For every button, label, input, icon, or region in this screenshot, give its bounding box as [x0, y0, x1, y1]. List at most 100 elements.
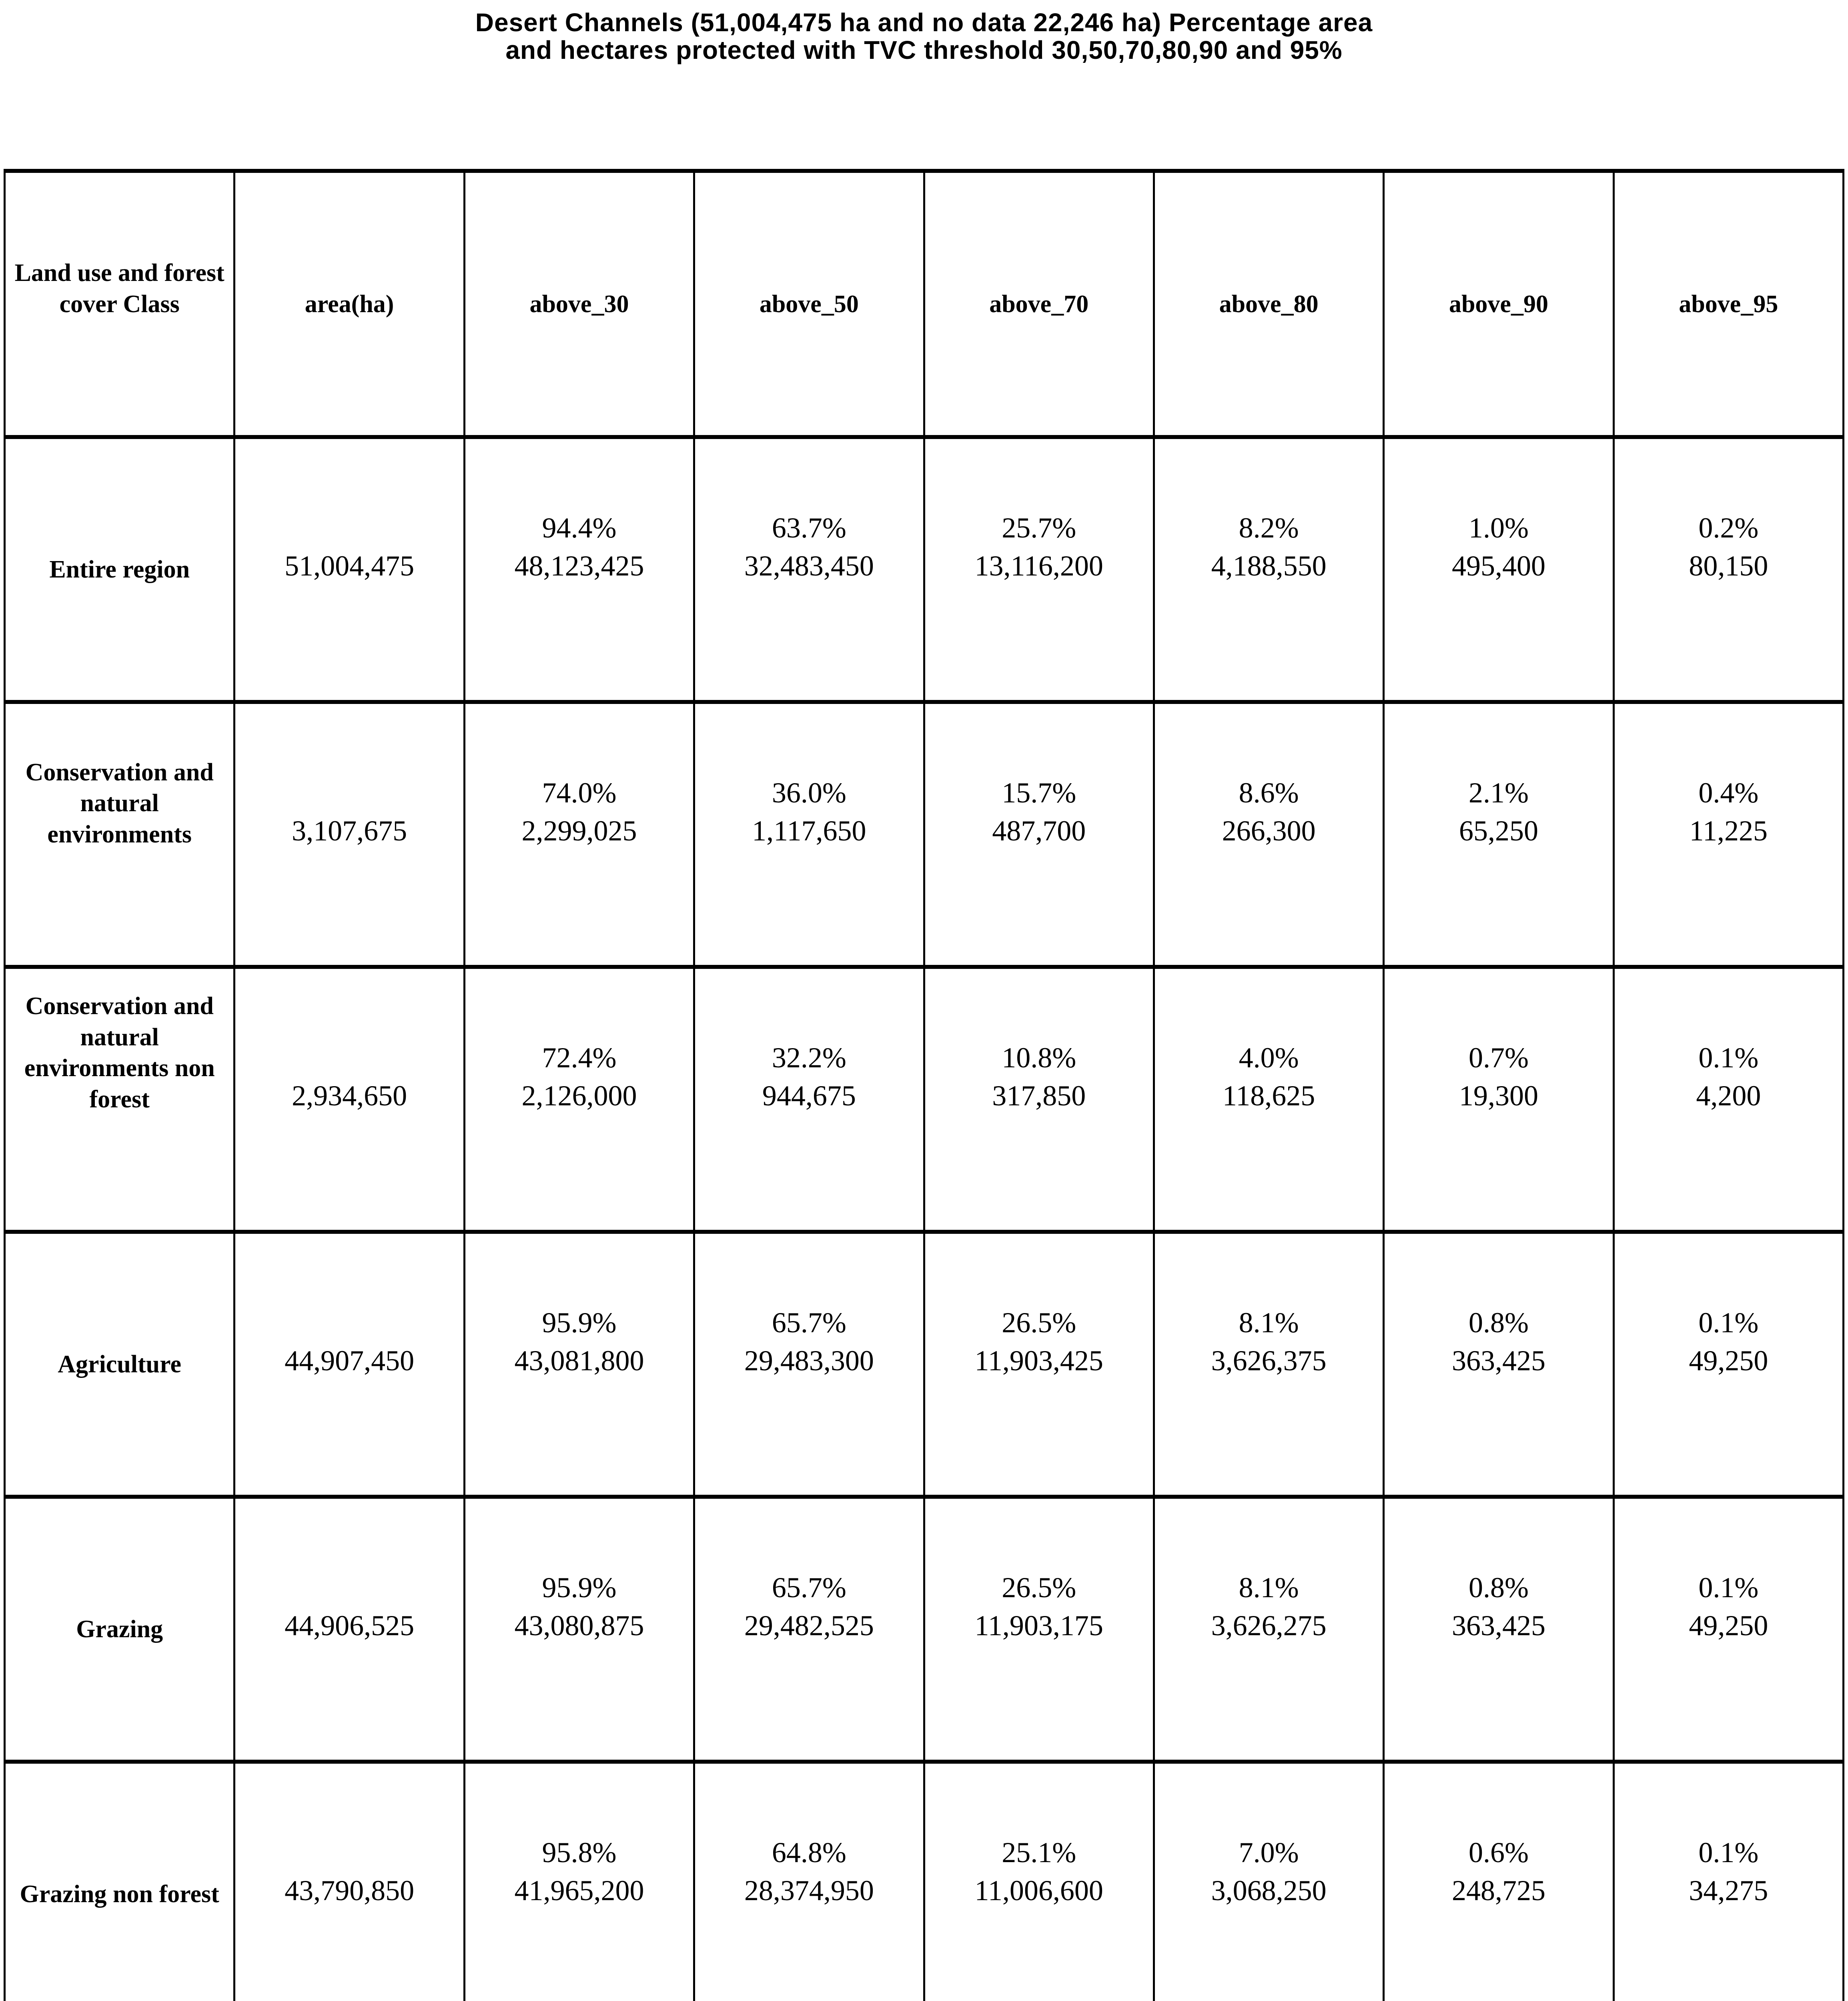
row-label: Grazing non forest: [20, 1880, 219, 1908]
area-value: 43,790,850: [285, 1875, 415, 1907]
table-row: Conservation and natural environments no…: [3, 965, 1845, 1234]
ha-value: 317,850: [992, 1080, 1086, 1112]
row-label: Conservation and natural environments: [25, 758, 214, 848]
ha-value: 29,482,525: [744, 1610, 874, 1642]
value-cell: 0.1% 49,250: [1612, 1230, 1845, 1499]
value-cell: 8.1% 3,626,275: [1152, 1495, 1385, 1764]
ha-value: 80,150: [1689, 550, 1768, 582]
pct-value: 0.1%: [1698, 1572, 1759, 1604]
pct-value: 8.1%: [1239, 1572, 1299, 1604]
area-cell: 44,907,450: [233, 1230, 465, 1499]
row-label-cell: Grazing non forest: [3, 1760, 236, 2001]
land-use-table: Land use and forest cover Class area(ha)…: [3, 169, 1845, 2001]
row-label-cell: Conservation and natural environments: [3, 700, 236, 969]
value-cell: 26.5% 11,903,425: [923, 1230, 1155, 1499]
ha-value: 2,299,025: [521, 815, 637, 847]
value-cell: 0.1% 49,250: [1612, 1495, 1845, 1764]
pct-value: 0.1%: [1698, 1307, 1759, 1339]
area-value: 2,934,650: [292, 1080, 407, 1112]
ha-value: 32,483,450: [744, 550, 874, 582]
ha-value: 944,675: [762, 1080, 856, 1112]
value-cell: 32.2% 944,675: [693, 965, 925, 1234]
pct-value: 0.8%: [1468, 1307, 1529, 1339]
ha-value: 49,250: [1689, 1345, 1768, 1377]
row-label: Agriculture: [58, 1350, 182, 1378]
row-label: Grazing: [76, 1615, 163, 1643]
area-cell: 44,906,525: [233, 1495, 465, 1764]
ha-value: 13,116,200: [974, 550, 1103, 582]
ha-value: 248,725: [1451, 1875, 1545, 1907]
value-cell: 94.4% 48,123,425: [463, 435, 696, 704]
ha-value: 11,903,175: [974, 1610, 1103, 1642]
value-cell: 2.1% 65,250: [1383, 700, 1615, 969]
table-row: Grazing non forest 43,790,850 95.8% 41,96…: [3, 1760, 1845, 2001]
ha-value: 266,300: [1222, 815, 1316, 847]
ha-value: 28,374,950: [744, 1875, 874, 1907]
value-cell: 8.1% 3,626,375: [1152, 1230, 1385, 1499]
value-cell: 95.9% 43,080,875: [463, 1495, 696, 1764]
ha-value: 495,400: [1451, 550, 1545, 582]
value-cell: 95.9% 43,081,800: [463, 1230, 696, 1499]
table-row: Entire region 51,004,475 94.4% 48,123,425…: [3, 435, 1845, 704]
pct-value: 0.1%: [1698, 1042, 1759, 1074]
area-cell: 3,107,675: [233, 700, 465, 969]
ha-value: 4,188,550: [1211, 550, 1327, 582]
value-cell: 0.1% 34,275: [1612, 1760, 1845, 2001]
ha-value: 11,225: [1689, 815, 1768, 847]
pct-value: 64.8%: [772, 1837, 846, 1869]
ha-value: 29,483,300: [744, 1345, 874, 1377]
ha-value: 41,965,200: [514, 1875, 644, 1907]
header-cell-class: Land use and forest cover Class: [3, 169, 236, 439]
ha-value: 19,300: [1459, 1080, 1538, 1112]
pct-value: 8.2%: [1239, 512, 1299, 544]
pct-value: 65.7%: [772, 1307, 846, 1339]
ha-value: 65,250: [1459, 815, 1538, 847]
pct-value: 8.6%: [1239, 777, 1299, 809]
ha-value: 43,081,800: [514, 1345, 644, 1377]
pct-value: 95.8%: [542, 1837, 617, 1869]
value-cell: 0.4% 11,225: [1612, 700, 1845, 969]
header-row: Land use and forest cover Class area(ha)…: [3, 169, 1845, 439]
pct-value: 63.7%: [772, 512, 846, 544]
ha-value: 3,068,250: [1211, 1875, 1327, 1907]
value-cell: 10.8% 317,850: [923, 965, 1155, 1234]
pct-value: 0.7%: [1468, 1042, 1529, 1074]
pct-value: 26.5%: [1002, 1572, 1076, 1604]
ha-value: 43,080,875: [514, 1610, 644, 1642]
pct-value: 0.2%: [1698, 512, 1759, 544]
ha-value: 2,126,000: [521, 1080, 637, 1112]
pct-value: 95.9%: [542, 1572, 617, 1604]
pct-value: 4.0%: [1239, 1042, 1299, 1074]
area-cell: 51,004,475: [233, 435, 465, 704]
value-cell: 1.0% 495,400: [1383, 435, 1615, 704]
pct-value: 10.8%: [1002, 1042, 1076, 1074]
area-cell: 43,790,850: [233, 1760, 465, 2001]
pct-value: 15.7%: [1002, 777, 1076, 809]
pct-value: 36.0%: [772, 777, 846, 809]
pct-value: 65.7%: [772, 1572, 846, 1604]
value-cell: 72.4% 2,126,000: [463, 965, 696, 1234]
value-cell: 74.0% 2,299,025: [463, 700, 696, 969]
ha-value: 118,625: [1222, 1080, 1315, 1112]
area-cell: 2,934,650: [233, 965, 465, 1234]
value-cell: 25.7% 13,116,200: [923, 435, 1155, 704]
pct-value: 74.0%: [542, 777, 617, 809]
value-cell: 8.2% 4,188,550: [1152, 435, 1385, 704]
ha-value: 3,626,275: [1211, 1610, 1327, 1642]
value-cell: 0.7% 19,300: [1383, 965, 1615, 1234]
ha-value: 3,626,375: [1211, 1345, 1327, 1377]
value-cell: 36.0% 1,117,650: [693, 700, 925, 969]
table-row: Agriculture 44,907,450 95.9% 43,081,800 6…: [3, 1230, 1845, 1499]
pct-value: 32.2%: [772, 1042, 846, 1074]
header-cell-above80: above_80: [1152, 169, 1385, 439]
area-value: 51,004,475: [285, 550, 415, 582]
value-cell: 64.8% 28,374,950: [693, 1760, 925, 2001]
ha-value: 487,700: [992, 815, 1086, 847]
area-value: 44,906,525: [285, 1610, 415, 1642]
ha-value: 11,903,425: [974, 1345, 1103, 1377]
pct-value: 1.0%: [1468, 512, 1529, 544]
pct-value: 25.7%: [1002, 512, 1076, 544]
pct-value: 25.1%: [1002, 1837, 1076, 1869]
pct-value: 8.1%: [1239, 1307, 1299, 1339]
page-title: Desert Channels (51,004,475 ha and no da…: [0, 8, 1848, 64]
